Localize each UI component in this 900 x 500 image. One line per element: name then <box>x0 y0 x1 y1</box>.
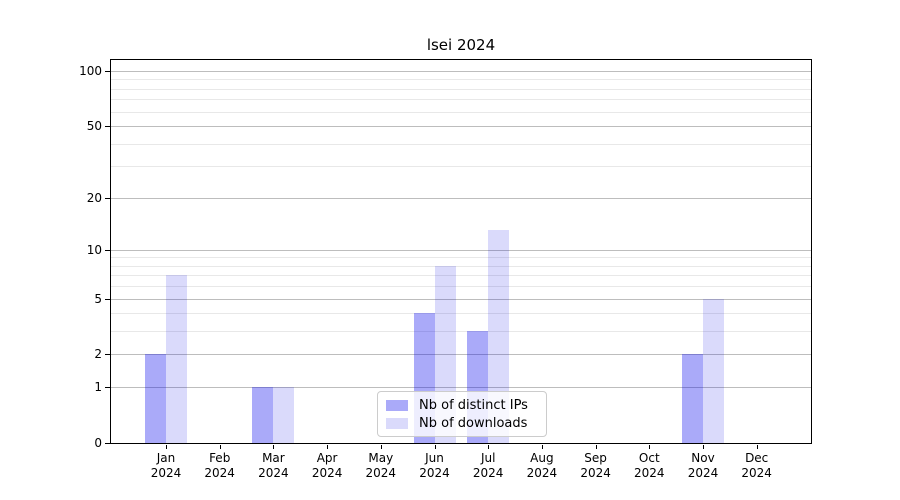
y-tick-label: 2 <box>94 347 102 362</box>
gridline-minor <box>111 313 811 315</box>
gridline-major <box>111 71 811 72</box>
gridline-major <box>111 126 811 128</box>
x-tick-mark <box>434 445 436 449</box>
legend-swatch-downloads <box>386 417 408 429</box>
gridline-minor <box>111 257 811 259</box>
gridline-minor <box>111 275 811 277</box>
y-tick-mark <box>105 387 110 389</box>
x-tick-label: Jul 2024 <box>472 451 504 480</box>
gridline-minor <box>111 99 811 101</box>
y-tick-mark <box>105 249 110 251</box>
x-tick-label: Apr 2024 <box>311 451 343 480</box>
y-tick-label: 20 <box>86 190 102 205</box>
x-tick-mark <box>166 445 167 449</box>
x-tick-label: Feb 2024 <box>204 451 235 480</box>
y-tick-label: 100 <box>79 64 102 78</box>
gridline-major <box>111 197 811 199</box>
y-tick-label: 50 <box>86 119 102 134</box>
gridline-major <box>111 298 811 300</box>
x-tick-mark <box>703 445 704 449</box>
legend-item-downloads: Nb of downloads <box>386 415 538 431</box>
x-tick-mark <box>595 445 597 449</box>
legend-item-distinct-ips: Nb of distinct IPs <box>386 397 538 413</box>
gridline-minor <box>111 88 811 90</box>
bar-downloads <box>488 230 510 443</box>
gridline-minor <box>111 286 811 288</box>
plot-area <box>110 59 812 444</box>
chart-title: lsei 2024 <box>426 36 496 54</box>
x-tick-label: Oct 2024 <box>634 451 665 480</box>
bar-distinct-ips <box>682 354 703 443</box>
bar-downloads <box>703 298 724 443</box>
y-tick-label: 5 <box>94 291 102 306</box>
x-tick-label: Dec 2024 <box>741 451 772 480</box>
y-tick-mark <box>105 354 110 356</box>
y-tick-mark <box>105 71 110 72</box>
x-tick-mark <box>327 445 329 449</box>
gridline-minor <box>111 166 811 168</box>
x-tick-mark <box>219 445 221 449</box>
bar-distinct-ips <box>145 354 166 443</box>
x-tick-mark <box>541 445 543 449</box>
x-tick-mark <box>380 445 382 449</box>
x-tick-label: Jun 2024 <box>419 451 450 480</box>
bar-downloads <box>273 387 295 443</box>
gridline-minor <box>111 79 811 81</box>
x-tick-label: Mar 2024 <box>258 451 289 480</box>
gridline-major <box>111 249 811 251</box>
x-tick-mark <box>649 445 651 449</box>
y-tick-mark <box>105 197 110 199</box>
gridline-major <box>111 354 811 356</box>
legend: Nb of distinct IPs Nb of downloads <box>377 391 547 437</box>
y-tick-mark <box>105 298 110 300</box>
legend-label-distinct-ips: Nb of distinct IPs <box>419 397 528 413</box>
legend-label-downloads: Nb of downloads <box>419 415 528 431</box>
gridline-minor <box>111 111 811 113</box>
bar-downloads <box>166 275 187 443</box>
y-tick-mark <box>105 443 110 444</box>
legend-swatch-distinct-ips <box>386 399 408 411</box>
x-tick-mark <box>756 445 758 449</box>
y-tick-label: 10 <box>86 242 102 257</box>
bar-distinct-ips <box>252 387 274 443</box>
x-tick-mark <box>273 445 275 449</box>
gridline-minor <box>111 143 811 145</box>
x-tick-label: Sep 2024 <box>580 451 611 480</box>
x-tick-label: Jan 2024 <box>150 451 182 480</box>
gridline-minor <box>111 265 811 267</box>
x-tick-label: May 2024 <box>365 451 397 480</box>
x-tick-label: Aug 2024 <box>526 451 558 480</box>
gridline-minor <box>111 331 811 333</box>
x-tick-mark <box>488 445 490 449</box>
x-tick-label: Nov 2024 <box>687 451 719 480</box>
y-tick-mark <box>105 126 110 128</box>
y-tick-label: 0 <box>94 436 102 450</box>
gridline-major <box>111 387 811 389</box>
y-tick-label: 1 <box>94 380 102 395</box>
